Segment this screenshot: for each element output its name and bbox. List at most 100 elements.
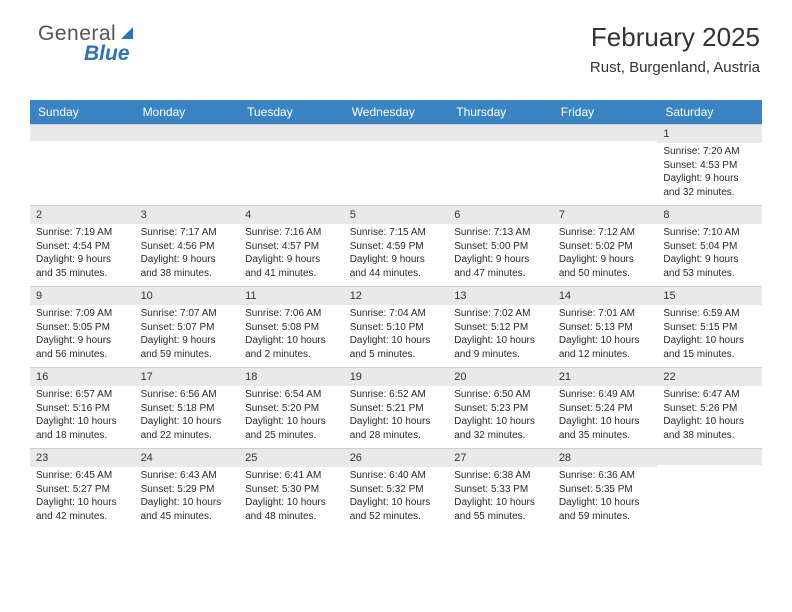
calendar-week-row: 9Sunrise: 7:09 AMSunset: 5:05 PMDaylight… (30, 286, 762, 367)
day-number: 20 (448, 367, 553, 386)
daylight-line: Daylight: 10 hours and 42 minutes. (36, 496, 129, 523)
sunset-line: Sunset: 5:16 PM (36, 402, 129, 416)
day-number: 3 (135, 205, 240, 224)
calendar-day-cell: 19Sunrise: 6:52 AMSunset: 5:21 PMDayligh… (344, 367, 449, 448)
calendar-day-cell: 22Sunrise: 6:47 AMSunset: 5:26 PMDayligh… (657, 367, 762, 448)
calendar-day-cell: 24Sunrise: 6:43 AMSunset: 5:29 PMDayligh… (135, 448, 240, 529)
daylight-line: Daylight: 10 hours and 32 minutes. (454, 415, 547, 442)
calendar-day-cell: 14Sunrise: 7:01 AMSunset: 5:13 PMDayligh… (553, 286, 658, 367)
day-content: Sunrise: 7:04 AMSunset: 5:10 PMDaylight:… (344, 305, 449, 367)
day-content: Sunrise: 7:10 AMSunset: 5:04 PMDaylight:… (657, 224, 762, 286)
calendar-day-cell: 15Sunrise: 6:59 AMSunset: 5:15 PMDayligh… (657, 286, 762, 367)
daylight-line: Daylight: 10 hours and 15 minutes. (663, 334, 756, 361)
sunset-line: Sunset: 5:10 PM (350, 321, 443, 335)
day-number: 21 (553, 367, 658, 386)
day-content (344, 141, 449, 199)
day-number: 9 (30, 286, 135, 305)
calendar-week-row: 2Sunrise: 7:19 AMSunset: 4:54 PMDaylight… (30, 205, 762, 286)
calendar-day-cell: 10Sunrise: 7:07 AMSunset: 5:07 PMDayligh… (135, 286, 240, 367)
calendar-day-cell: 11Sunrise: 7:06 AMSunset: 5:08 PMDayligh… (239, 286, 344, 367)
calendar-day-cell: 3Sunrise: 7:17 AMSunset: 4:56 PMDaylight… (135, 205, 240, 286)
sunrise-line: Sunrise: 7:20 AM (663, 145, 756, 159)
sunset-line: Sunset: 4:54 PM (36, 240, 129, 254)
daylight-line: Daylight: 9 hours and 59 minutes. (141, 334, 234, 361)
day-content (135, 141, 240, 199)
day-content: Sunrise: 6:41 AMSunset: 5:30 PMDaylight:… (239, 467, 344, 529)
daylight-line: Daylight: 9 hours and 44 minutes. (350, 253, 443, 280)
day-number: 6 (448, 205, 553, 224)
calendar-day-cell: 4Sunrise: 7:16 AMSunset: 4:57 PMDaylight… (239, 205, 344, 286)
sunset-line: Sunset: 5:32 PM (350, 483, 443, 497)
calendar-day-cell: 6Sunrise: 7:13 AMSunset: 5:00 PMDaylight… (448, 205, 553, 286)
calendar-day-cell (448, 124, 553, 205)
day-number: 11 (239, 286, 344, 305)
day-number: 15 (657, 286, 762, 305)
sunset-line: Sunset: 5:30 PM (245, 483, 338, 497)
day-content (448, 141, 553, 199)
day-number: 23 (30, 448, 135, 467)
sunrise-line: Sunrise: 7:09 AM (36, 307, 129, 321)
day-content (657, 465, 762, 523)
sunrise-line: Sunrise: 6:56 AM (141, 388, 234, 402)
sunset-line: Sunset: 4:59 PM (350, 240, 443, 254)
sunset-line: Sunset: 5:13 PM (559, 321, 652, 335)
day-number: 25 (239, 448, 344, 467)
day-number (239, 124, 344, 141)
sunrise-line: Sunrise: 6:59 AM (663, 307, 756, 321)
day-number: 17 (135, 367, 240, 386)
weekday-header: Saturday (657, 100, 762, 124)
sunrise-line: Sunrise: 6:54 AM (245, 388, 338, 402)
day-content: Sunrise: 7:17 AMSunset: 4:56 PMDaylight:… (135, 224, 240, 286)
day-content: Sunrise: 7:09 AMSunset: 5:05 PMDaylight:… (30, 305, 135, 367)
day-content: Sunrise: 6:40 AMSunset: 5:32 PMDaylight:… (344, 467, 449, 529)
sunset-line: Sunset: 4:56 PM (141, 240, 234, 254)
sunrise-line: Sunrise: 7:13 AM (454, 226, 547, 240)
calendar-day-cell: 9Sunrise: 7:09 AMSunset: 5:05 PMDaylight… (30, 286, 135, 367)
daylight-line: Daylight: 10 hours and 5 minutes. (350, 334, 443, 361)
weekday-header: Sunday (30, 100, 135, 124)
day-content (30, 141, 135, 199)
daylight-line: Daylight: 9 hours and 35 minutes. (36, 253, 129, 280)
day-number: 18 (239, 367, 344, 386)
day-number (30, 124, 135, 141)
sunset-line: Sunset: 5:18 PM (141, 402, 234, 416)
sunset-line: Sunset: 5:07 PM (141, 321, 234, 335)
calendar-day-cell (553, 124, 658, 205)
day-number: 2 (30, 205, 135, 224)
brand-logo: General Blue (38, 22, 137, 46)
calendar-title: February 2025 (590, 22, 760, 53)
daylight-line: Daylight: 10 hours and 28 minutes. (350, 415, 443, 442)
sunset-line: Sunset: 5:05 PM (36, 321, 129, 335)
sunrise-line: Sunrise: 6:40 AM (350, 469, 443, 483)
weekday-header: Tuesday (239, 100, 344, 124)
weekday-header: Thursday (448, 100, 553, 124)
sunrise-line: Sunrise: 7:10 AM (663, 226, 756, 240)
daylight-line: Daylight: 9 hours and 47 minutes. (454, 253, 547, 280)
day-number: 24 (135, 448, 240, 467)
calendar-location: Rust, Burgenland, Austria (590, 59, 760, 76)
day-number: 12 (344, 286, 449, 305)
day-content: Sunrise: 7:19 AMSunset: 4:54 PMDaylight:… (30, 224, 135, 286)
daylight-line: Daylight: 10 hours and 22 minutes. (141, 415, 234, 442)
calendar-week-row: 16Sunrise: 6:57 AMSunset: 5:16 PMDayligh… (30, 367, 762, 448)
sunset-line: Sunset: 5:33 PM (454, 483, 547, 497)
sunrise-line: Sunrise: 7:04 AM (350, 307, 443, 321)
day-number: 5 (344, 205, 449, 224)
weekday-header-row: Sunday Monday Tuesday Wednesday Thursday… (30, 100, 762, 124)
page-header: February 2025 Rust, Burgenland, Austria (590, 22, 760, 76)
day-number: 4 (239, 205, 344, 224)
sunrise-line: Sunrise: 6:36 AM (559, 469, 652, 483)
daylight-line: Daylight: 10 hours and 38 minutes. (663, 415, 756, 442)
calendar-day-cell (344, 124, 449, 205)
day-number (553, 124, 658, 141)
calendar-day-cell: 8Sunrise: 7:10 AMSunset: 5:04 PMDaylight… (657, 205, 762, 286)
daylight-line: Daylight: 10 hours and 52 minutes. (350, 496, 443, 523)
day-content: Sunrise: 7:12 AMSunset: 5:02 PMDaylight:… (553, 224, 658, 286)
sunrise-line: Sunrise: 6:45 AM (36, 469, 129, 483)
sunrise-line: Sunrise: 7:02 AM (454, 307, 547, 321)
weekday-header: Monday (135, 100, 240, 124)
daylight-line: Daylight: 10 hours and 2 minutes. (245, 334, 338, 361)
day-content (239, 141, 344, 199)
sunset-line: Sunset: 5:23 PM (454, 402, 547, 416)
day-content: Sunrise: 7:02 AMSunset: 5:12 PMDaylight:… (448, 305, 553, 367)
